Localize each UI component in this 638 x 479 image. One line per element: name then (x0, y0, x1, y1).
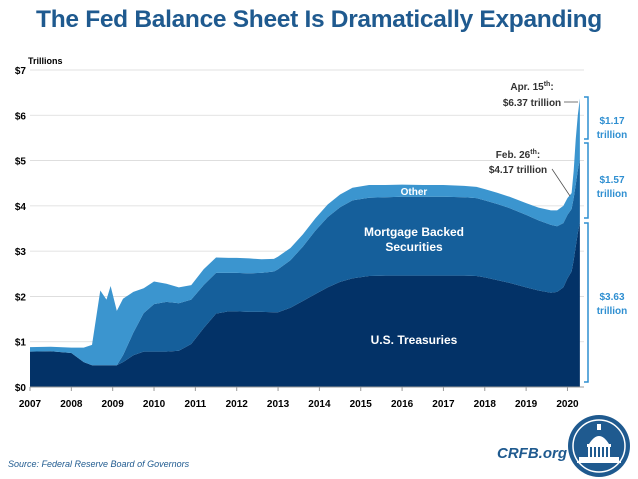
annotation-apr-date: Apr. 15th: (510, 81, 553, 93)
area-treasuries (30, 222, 580, 387)
capitol-logo-icon (568, 415, 630, 477)
annotation-apr-value: $6.37 trillion (503, 98, 561, 109)
stacked-areas (30, 98, 580, 387)
area-label-mbs-line2: Securities (385, 240, 443, 254)
bracket-middle (584, 142, 589, 219)
x-tick-label: 2015 (350, 399, 373, 410)
y-tick-label: $3 (15, 247, 27, 258)
x-tick-label: 2014 (308, 399, 331, 410)
area-label-other: Other (401, 187, 428, 198)
y-tick-label: $2 (15, 292, 27, 303)
bracket-mid-value: $1.57 (599, 175, 624, 186)
bracket-bot-value: $3.63 (599, 292, 624, 303)
bracket-top-value: $1.17 (599, 116, 624, 127)
chart-title: The Fed Balance Sheet Is Dramatically Ex… (36, 6, 602, 33)
y-tick-label: $4 (15, 202, 27, 213)
x-tick-label: 2017 (432, 399, 455, 410)
y-tick-label: $6 (15, 111, 27, 122)
area-other (30, 98, 580, 366)
y-tick-label: $1 (15, 338, 27, 349)
area-mbs (30, 159, 580, 366)
area-label-treasuries: U.S. Treasuries (371, 333, 458, 347)
area-label-mbs-line1: Mortgage Backed (364, 225, 464, 239)
x-tick-label: 2018 (474, 399, 497, 410)
y-axis: $0 $1 $2 $3 $4 $5 $6 $7 (15, 66, 27, 394)
x-tick-label: 2011 (185, 399, 207, 410)
x-tick-label: 2020 (556, 399, 579, 410)
x-axis: 2007 2008 2009 2010 2011 2012 2013 2014 2015 2016… (19, 386, 584, 410)
x-tick-label: 2012 (226, 399, 249, 410)
x-tick-label: 2010 (143, 399, 166, 410)
y-tick-label: $5 (15, 157, 27, 168)
annotation-feb-date: Feb. 26th: (496, 149, 540, 161)
bracket-bot-unit: trillion (597, 306, 628, 317)
x-tick-label: 2008 (60, 399, 83, 410)
y-tick-label: $0 (15, 383, 27, 394)
x-tick-label: 2019 (515, 399, 538, 410)
bracket-bottom (584, 222, 589, 383)
x-tick-label: 2007 (19, 399, 42, 410)
y-tick-label: $7 (15, 66, 27, 77)
x-tick-label: 2013 (267, 399, 290, 410)
bracket-top (584, 96, 589, 140)
y-axis-unit-label: Trillions (28, 56, 63, 66)
source-note: Source: Federal Reserve Board of Governo… (8, 459, 190, 469)
brand-link[interactable]: CRFB.org (497, 445, 567, 462)
x-tick-label: 2009 (102, 399, 125, 410)
annotation-feb-leader (551, 168, 571, 197)
annotation-feb-value: $4.17 trillion (489, 165, 547, 176)
x-tick-label: 2016 (391, 399, 414, 410)
bracket-top-unit: trillion (597, 130, 628, 141)
bracket-mid-unit: trillion (597, 189, 628, 200)
